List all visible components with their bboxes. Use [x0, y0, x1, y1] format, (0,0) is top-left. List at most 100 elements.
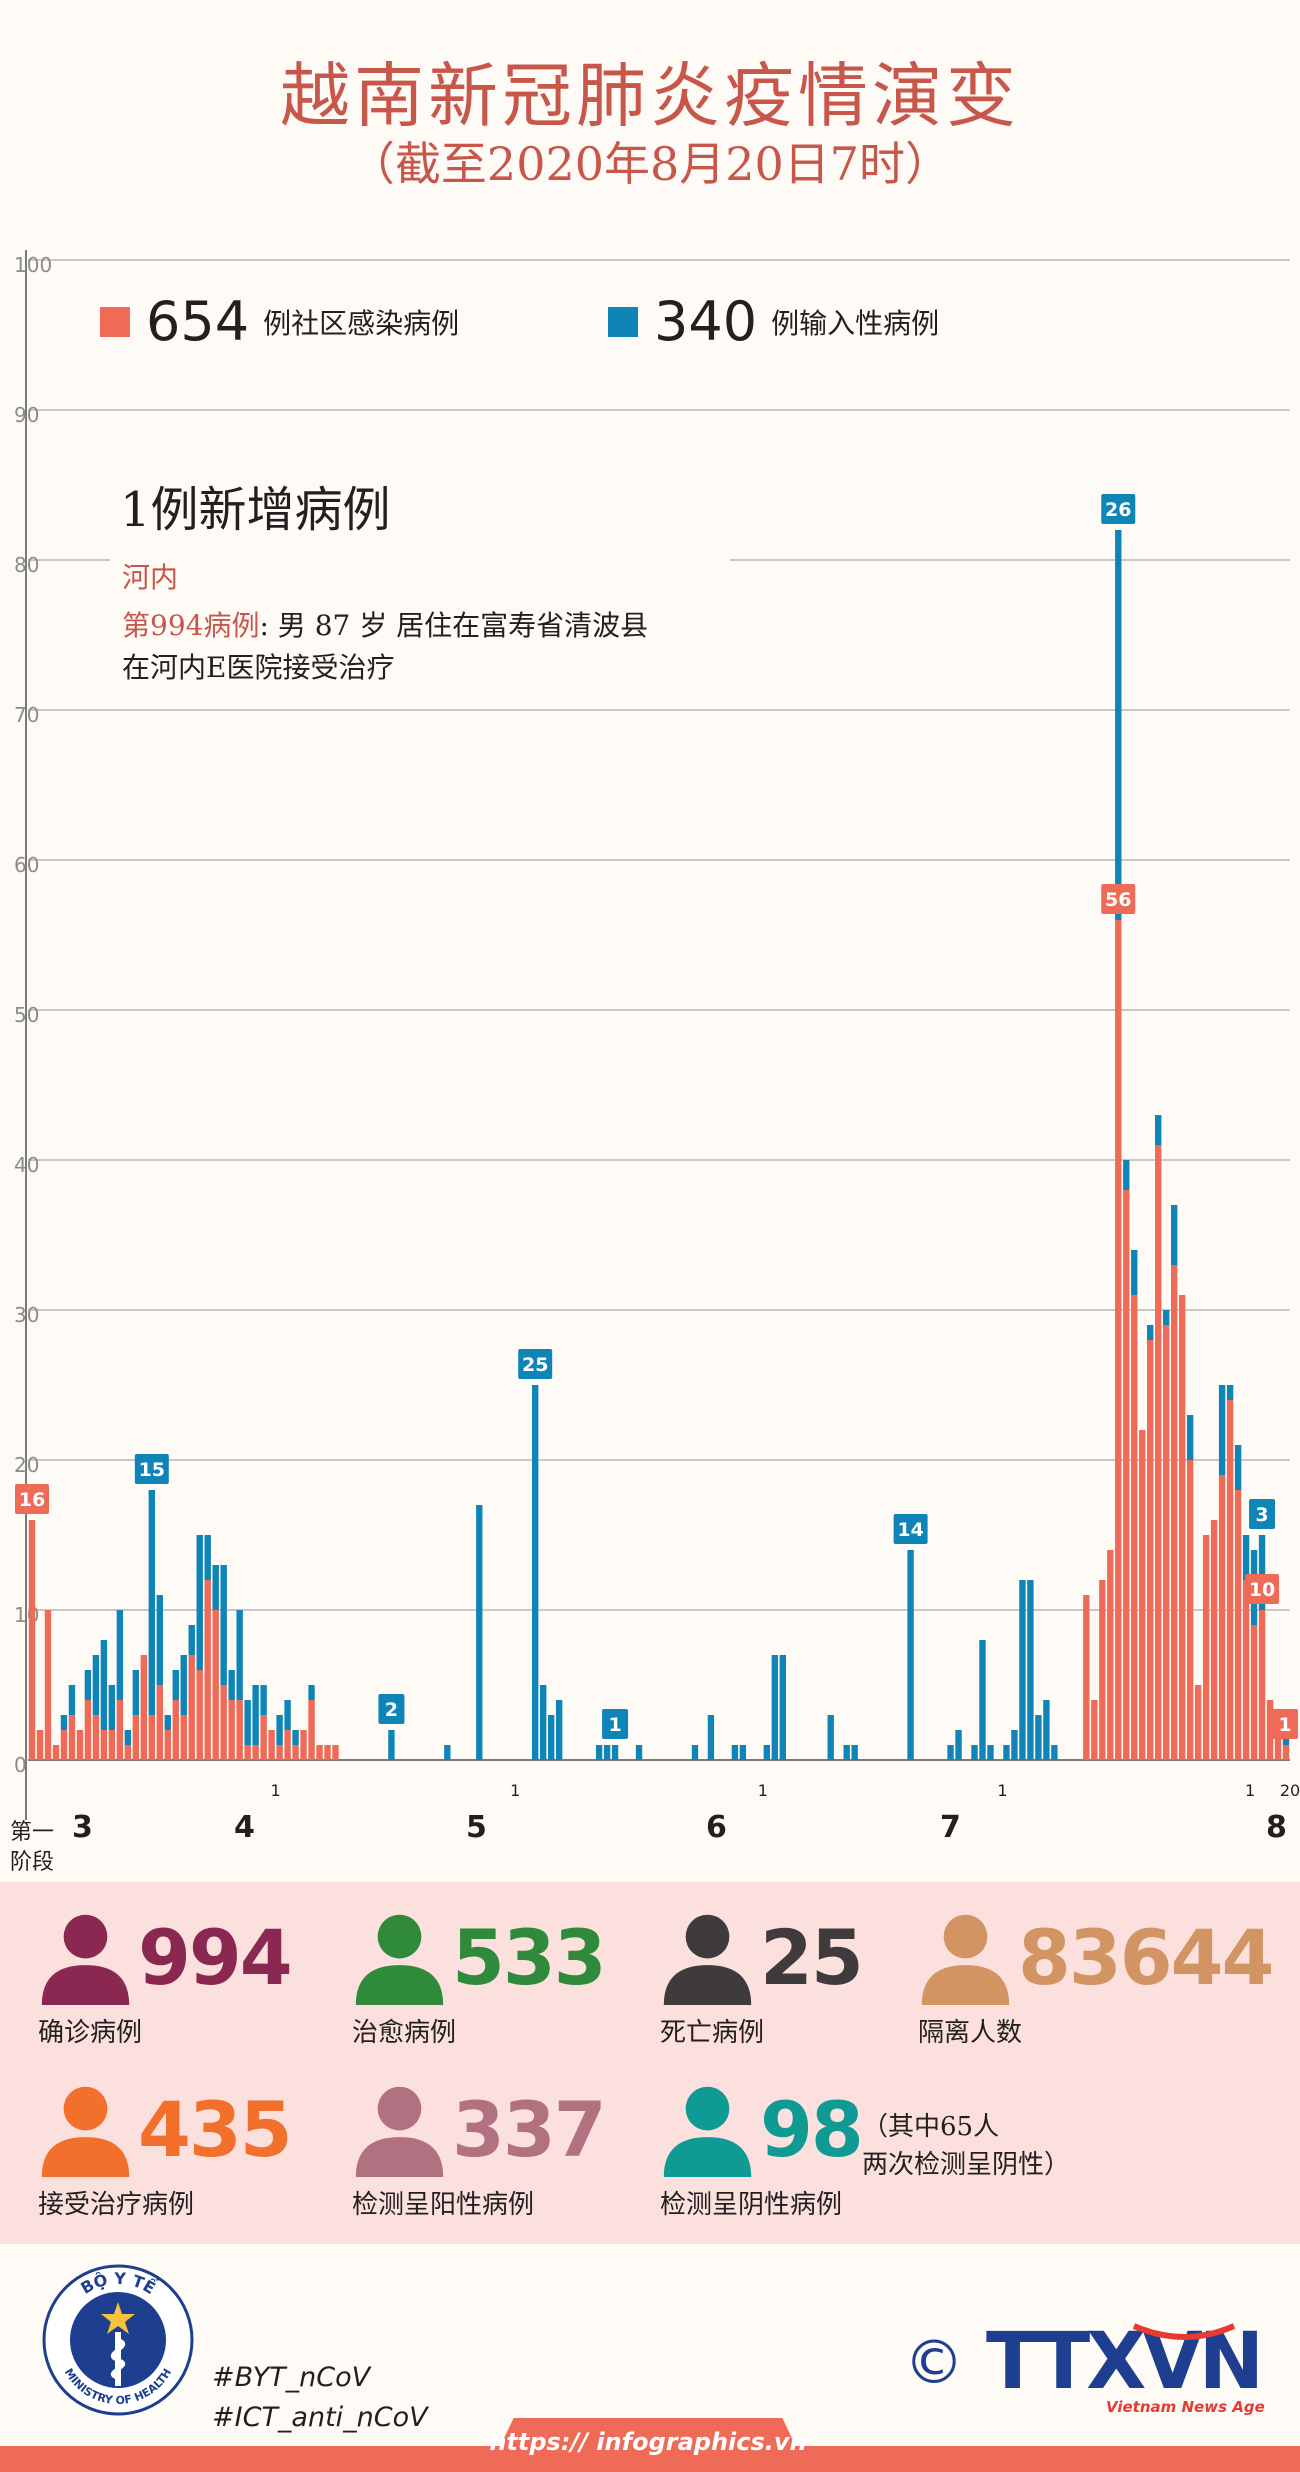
- bar-imported: [148, 1490, 155, 1715]
- bar-community: [36, 1730, 44, 1760]
- bar-imported: [108, 1685, 116, 1730]
- bar-imported: [547, 1715, 555, 1760]
- bar-imported: [388, 1730, 395, 1760]
- bar-imported: [1027, 1580, 1034, 1760]
- page-title: 越南新冠肺炎疫情演变: [280, 55, 1020, 137]
- bar-imported: [635, 1745, 643, 1760]
- bar-imported: [947, 1745, 954, 1760]
- data-label-box: [1245, 1574, 1280, 1604]
- site-url-link[interactable]: https:// infographics.vn: [489, 2428, 807, 2456]
- month-label-7: 7: [940, 1810, 961, 1845]
- bar-imported: [60, 1715, 68, 1730]
- bar-community: [132, 1715, 140, 1760]
- cases-chart: 0102030405060708090100161522511426563101…: [14, 250, 1300, 1820]
- legend-community-label: 例社区感染病例: [263, 306, 460, 340]
- bar-imported: [955, 1730, 962, 1760]
- bar-imported: [707, 1715, 715, 1760]
- news-treatment-line: 在河内E医院接受治疗: [122, 651, 395, 684]
- bar-community: [1258, 1610, 1266, 1760]
- bar-community: [316, 1745, 323, 1760]
- stat-value: 98: [760, 2085, 864, 2174]
- bar-imported: [276, 1715, 283, 1745]
- person-icon: [355, 2086, 444, 2177]
- legend-community: 654 例社区感染病例: [100, 290, 459, 353]
- bar-imported: [987, 1745, 994, 1760]
- person-icon: [41, 1914, 130, 2005]
- bar-imported: [1035, 1715, 1042, 1760]
- news-case-detail: : 男 87 岁 居住在富寿省清波县: [259, 609, 649, 642]
- page-subtitle: （截至2020年8月20日7时）: [348, 137, 952, 191]
- bar-community: [292, 1745, 299, 1760]
- bar-community: [92, 1715, 100, 1760]
- bar-community: [1107, 1550, 1114, 1760]
- data-label-box: [893, 1514, 928, 1544]
- bar-community: [1266, 1700, 1274, 1760]
- news-province: 河内: [122, 561, 179, 594]
- bar-imported: [763, 1745, 771, 1760]
- bar-imported: [188, 1625, 195, 1655]
- data-label-box: [518, 1349, 553, 1379]
- bar-community: [1170, 1265, 1178, 1760]
- bar-imported: [1003, 1745, 1010, 1760]
- bar-imported: [555, 1700, 563, 1760]
- bar-community: [284, 1730, 291, 1760]
- data-label: 56: [1105, 889, 1131, 911]
- url-tab: [488, 2418, 808, 2472]
- bar-imported: [172, 1670, 179, 1700]
- news-text-backdrop: [110, 540, 730, 700]
- bar-imported: [156, 1595, 163, 1685]
- bar-community: [44, 1610, 52, 1760]
- copyright-icon: ©: [904, 2328, 964, 2398]
- bar-imported: [1155, 1115, 1162, 1145]
- bar-imported: [284, 1700, 291, 1730]
- data-label-box: [602, 1709, 629, 1739]
- bar-community: [1242, 1580, 1250, 1760]
- person-icon: [921, 1914, 1010, 2005]
- bar-imported: [611, 1745, 619, 1760]
- data-label: 25: [522, 1354, 548, 1376]
- bar-community: [324, 1745, 331, 1760]
- bar-community: [212, 1610, 219, 1760]
- stat-value: 83644: [1018, 1913, 1274, 2002]
- bar-community: [84, 1700, 92, 1760]
- bar-imported: [1011, 1730, 1018, 1760]
- data-label-box: [1249, 1499, 1276, 1529]
- bar-imported: [595, 1745, 603, 1760]
- phase-label-bottom: 阶段: [10, 1850, 55, 1875]
- bar-community: [236, 1700, 243, 1760]
- bar-imported: [851, 1745, 858, 1760]
- hashtag-byt[interactable]: #BYT_nCoV: [212, 2362, 371, 2393]
- data-label: 1: [608, 1714, 621, 1736]
- bar-imported: [132, 1670, 140, 1715]
- bar-community: [1226, 1400, 1234, 1760]
- bar-community: [1202, 1535, 1210, 1760]
- bar-community: [1115, 920, 1122, 1760]
- legend-community-swatch: [100, 306, 130, 337]
- bar-imported: [260, 1685, 267, 1715]
- bar-imported: [827, 1715, 834, 1760]
- data-label: 16: [19, 1489, 45, 1511]
- y-tick-label: 0: [14, 1753, 27, 1777]
- bar-imported: [1226, 1385, 1234, 1400]
- bar-community: [244, 1745, 251, 1760]
- bar-community: [196, 1670, 203, 1760]
- stat-label: 检测呈阳性病例: [352, 2190, 535, 2220]
- bar-imported: [444, 1745, 451, 1760]
- bar-imported: [212, 1565, 219, 1610]
- bar-community: [116, 1700, 124, 1760]
- bar-imported: [532, 1385, 539, 1760]
- bar-imported: [1131, 1250, 1138, 1295]
- bar-imported: [539, 1685, 547, 1760]
- stat-value: 994: [138, 1913, 293, 2002]
- bar-imported: [1258, 1535, 1266, 1610]
- bar-imported: [603, 1745, 611, 1760]
- hashtag-ict[interactable]: #ICT_anti_nCoV: [212, 2402, 428, 2433]
- bar-imported: [252, 1685, 259, 1745]
- bar-community: [268, 1730, 275, 1760]
- bar-community: [1234, 1490, 1242, 1760]
- bar-community: [300, 1730, 307, 1760]
- bar-community: [1210, 1520, 1218, 1760]
- bar-community: [1147, 1340, 1154, 1760]
- month-label-8: 8: [1266, 1810, 1287, 1845]
- month-label-3: 3: [72, 1810, 93, 1845]
